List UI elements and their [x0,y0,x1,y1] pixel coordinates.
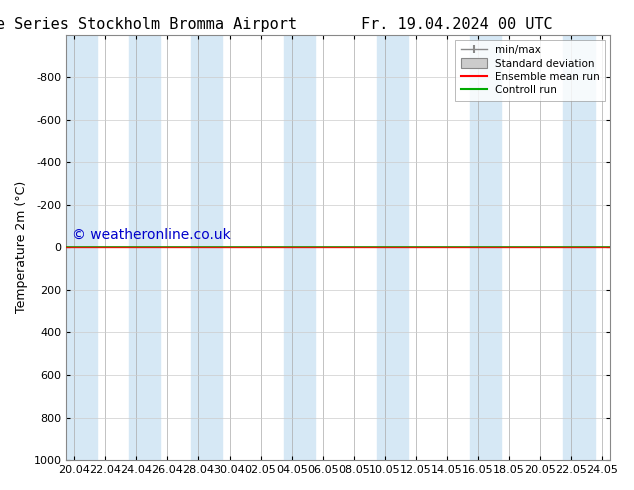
Bar [284,35,315,460]
Text: © weatheronline.co.uk: © weatheronline.co.uk [72,227,231,242]
Bar [377,35,408,460]
Bar [191,35,222,460]
Bar [67,35,98,460]
Text: ENS Time Series Stockholm Bromma Airport: ENS Time Series Stockholm Bromma Airport [0,17,297,32]
Bar [470,35,501,460]
Legend: min/max, Standard deviation, Ensemble mean run, Controll run: min/max, Standard deviation, Ensemble me… [455,40,605,100]
Bar [564,35,595,460]
Y-axis label: Temperature 2m (°C): Temperature 2m (°C) [15,181,28,314]
Text: Fr. 19.04.2024 00 UTC: Fr. 19.04.2024 00 UTC [361,17,552,32]
Bar [129,35,160,460]
